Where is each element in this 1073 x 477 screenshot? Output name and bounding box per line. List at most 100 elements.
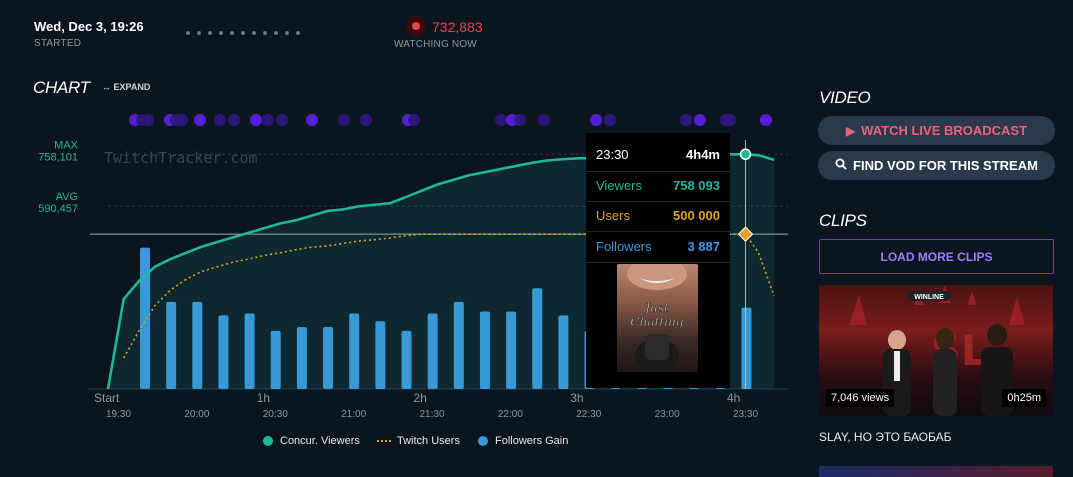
activity-dot [194, 114, 206, 126]
category-thumbnail-art: Just Chatting [627, 264, 687, 372]
x-time-label: 20:30 [263, 409, 288, 420]
clip-title[interactable]: SLAY, НО ЭТО БАОБАБ [819, 430, 952, 444]
search-icon [835, 158, 847, 173]
stream-started: Wed, Dec 3, 19:26 STARTED [34, 19, 144, 49]
users-swatch [377, 440, 391, 442]
tooltip-followers-value: 3 887 [687, 239, 720, 254]
x-time-label: 23:00 [655, 409, 680, 420]
activity-dot [214, 114, 226, 126]
followers-bar [375, 321, 386, 389]
live-indicator-icon [406, 16, 426, 36]
activity-dot [228, 114, 240, 126]
activity-dot [360, 114, 372, 126]
chart-tooltip: 23:30 4h4m Viewers 758 093 Users 500 000… [586, 133, 730, 388]
x-tick-label: 1h [257, 391, 270, 405]
legend-users-label: Twitch Users [397, 435, 460, 447]
x-time-label: 20:00 [184, 409, 209, 420]
find-vod-button[interactable]: FIND VOD FOR THIS STREAM [818, 151, 1055, 180]
started-value: Wed, Dec 3, 19:26 [34, 19, 144, 34]
activity-dot [495, 114, 507, 126]
followers-bar [558, 315, 569, 389]
x-tick-label: Start [94, 391, 120, 405]
watch-live-button[interactable]: ▶ WATCH LIVE BROADCAST [818, 116, 1055, 145]
watching-now: 732,883 WATCHING NOW [394, 19, 483, 50]
followers-bar [427, 313, 438, 389]
tooltip-viewers-value: 758 093 [673, 178, 720, 193]
followers-bar [349, 313, 360, 389]
clips-title: CLIPS [819, 211, 867, 230]
loading-dots [186, 31, 300, 35]
activity-dot [176, 114, 188, 126]
svg-text:Chatting: Chatting [631, 315, 684, 329]
followers-bar [296, 327, 307, 389]
svg-text:Just: Just [642, 301, 669, 315]
activity-dot [538, 114, 550, 126]
viewers-swatch [263, 436, 273, 446]
watching-value: 732,883 [432, 19, 483, 35]
activity-dot [724, 114, 736, 126]
tooltip-time-row: 23:30 4h4m [596, 147, 720, 162]
activity-dot [760, 114, 772, 126]
tooltip-users-row: Users 500 000 [596, 208, 720, 223]
legend-viewers-label: Concur. Viewers [280, 435, 360, 447]
clip-views: 7,046 views [826, 389, 895, 407]
clip-thumbnail-2[interactable] [819, 466, 1053, 477]
activity-dot [694, 114, 706, 126]
x-time-label: 19:30 [106, 409, 131, 420]
activity-dot [142, 114, 154, 126]
x-tick-label: 2h [414, 391, 427, 405]
followers-bar [479, 311, 490, 389]
followers-bar [218, 315, 229, 389]
activity-dot [306, 114, 318, 126]
activity-dot [680, 114, 692, 126]
x-time-label: 22:30 [576, 409, 601, 420]
activity-dot [604, 114, 616, 126]
tooltip-followers-row: Followers 3 887 [596, 239, 720, 254]
chart-title: CHART [33, 78, 90, 97]
play-icon: ▶ [845, 123, 856, 138]
x-time-label: 23:30 [733, 409, 758, 420]
started-label: STARTED [34, 38, 82, 49]
tooltip-time: 23:30 [596, 147, 629, 162]
tooltip-users-label: Users [596, 208, 630, 223]
followers-bar [270, 330, 281, 389]
watch-live-label: WATCH LIVE BROADCAST [861, 123, 1028, 138]
activity-dot [514, 114, 526, 126]
x-tick-label: 3h [570, 391, 583, 405]
followers-swatch [478, 436, 488, 446]
activity-dot [276, 114, 288, 126]
find-vod-label: FIND VOD FOR THIS STREAM [853, 158, 1038, 173]
x-time-label: 21:30 [419, 409, 444, 420]
y-label: AVG [56, 191, 78, 203]
activity-dot [262, 114, 274, 126]
expand-button[interactable]: ↔ EXPAND [102, 82, 151, 92]
activity-dot [338, 114, 350, 126]
tooltip-duration: 4h4m [686, 147, 720, 162]
legend-followers[interactable]: Followers Gain [478, 435, 568, 447]
tooltip-viewers-label: Viewers [596, 178, 643, 193]
followers-bar [532, 288, 543, 389]
followers-bar [453, 301, 464, 389]
tooltip-users-value: 500 000 [673, 208, 720, 223]
followers-bar [506, 311, 517, 389]
clip-duration: 0h25m [1002, 389, 1046, 407]
followers-bar [401, 330, 412, 389]
clip-thumbnail[interactable]: SL WINLINE 7,046 views 0h25m [819, 285, 1053, 416]
watermark: TwitchTracker.com [104, 149, 258, 167]
clip-brand: WINLINE [914, 294, 944, 301]
viewers-marker [739, 148, 752, 161]
legend-users[interactable]: Twitch Users [377, 435, 460, 447]
tooltip-viewers-row: Viewers 758 093 [596, 178, 720, 193]
x-time-label: 22:00 [498, 409, 523, 420]
tooltip-followers-label: Followers [596, 239, 652, 254]
followers-bar [323, 327, 334, 389]
followers-bar [166, 301, 177, 389]
activity-dot [590, 114, 602, 126]
x-time-label: 21:00 [341, 409, 366, 420]
legend-viewers[interactable]: Concur. Viewers [263, 435, 360, 447]
x-tick-label: 4h [727, 391, 740, 405]
y-label: 758,101 [38, 151, 78, 163]
followers-bar [140, 247, 150, 389]
activity-dot [250, 114, 262, 126]
load-more-clips-button[interactable]: LOAD MORE CLIPS [819, 239, 1054, 274]
